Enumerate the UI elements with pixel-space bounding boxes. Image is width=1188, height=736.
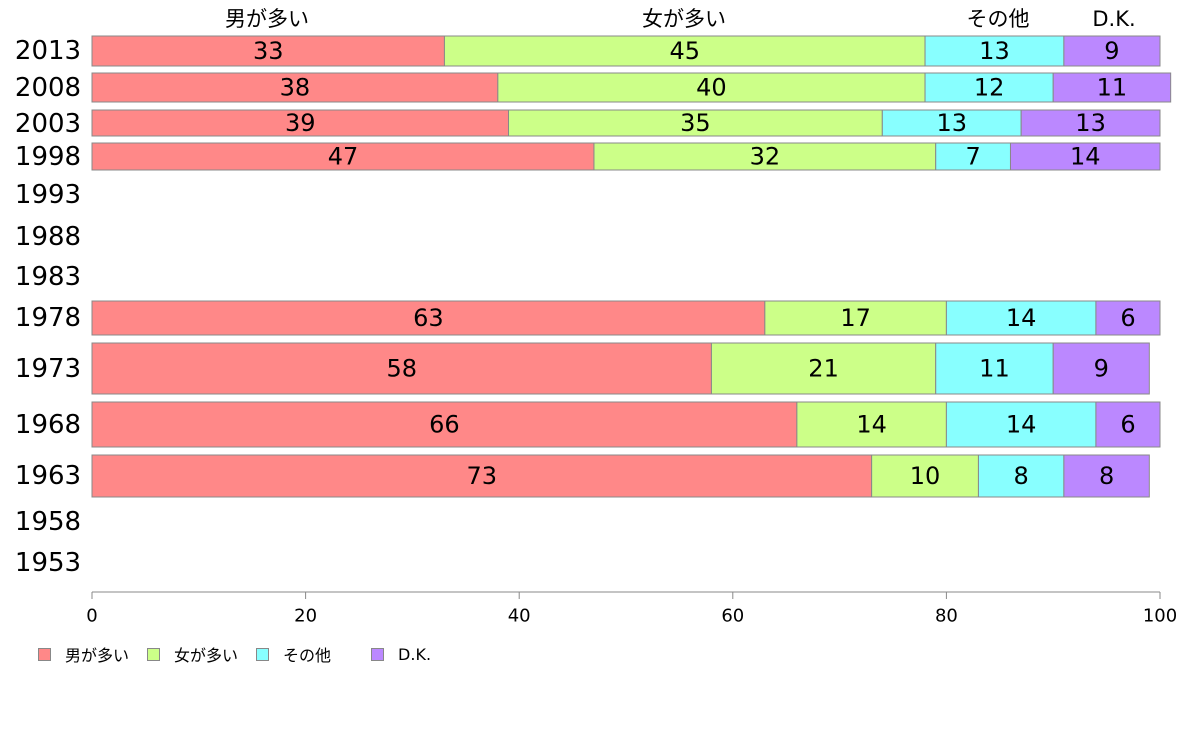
value-label-1973-dk: 9	[1094, 355, 1109, 383]
value-label-2013-dk: 9	[1104, 37, 1119, 65]
value-label-1963-women: 10	[910, 462, 941, 490]
value-label-2013-women: 45	[669, 37, 700, 65]
value-label-1973-men: 58	[386, 355, 417, 383]
year-label-1953: 1953	[15, 548, 81, 578]
year-label-1973: 1973	[15, 354, 81, 384]
value-label-2008-women: 40	[696, 74, 727, 102]
value-label-1998-women: 32	[750, 143, 781, 171]
value-label-1978-other: 14	[1006, 304, 1037, 332]
value-label-1998-other: 7	[965, 143, 980, 171]
bar-1998-men	[91, 142, 595, 171]
value-label-1968-men: 66	[429, 411, 460, 439]
legend-label-men: 男が多い	[65, 646, 130, 665]
bar-1978-other	[945, 300, 1097, 336]
bar-1973-dk	[1052, 342, 1150, 395]
bar-2013-men	[91, 35, 445, 67]
bar-1973-men	[91, 342, 712, 395]
bar-1978-women	[764, 300, 947, 336]
value-label-1978-women: 17	[840, 304, 871, 332]
x-tick-label-0: 0	[86, 606, 97, 627]
year-label-1998: 1998	[15, 142, 81, 172]
year-label-1983: 1983	[15, 262, 81, 292]
value-label-2013-men: 33	[253, 37, 284, 65]
year-label-1978: 1978	[15, 303, 81, 333]
top-label-women: 女が多い	[642, 7, 726, 31]
bar-1973-women	[710, 342, 937, 395]
legend-swatch-men	[38, 647, 51, 661]
legend-item-men: 男が多い	[38, 642, 129, 666]
legend-label-other: その他	[283, 646, 332, 665]
year-label-2003: 2003	[15, 109, 81, 139]
bar-1978-dk	[1095, 300, 1161, 336]
stacked-bar-chart: 男が多い 女が多い その他 D.K.2013200820031998199319881…	[15, 7, 1177, 627]
bar-2003-women	[508, 109, 883, 137]
bar-2013-other	[924, 35, 1065, 67]
value-label-1998-dk: 14	[1070, 143, 1101, 171]
year-label-2008: 2008	[15, 73, 81, 103]
value-label-2008-other: 12	[974, 74, 1005, 102]
year-label-2013: 2013	[15, 36, 81, 66]
top-label-other: その他	[967, 7, 1030, 31]
value-label-1973-other: 11	[979, 355, 1010, 383]
legend-swatch-women	[147, 647, 161, 661]
legend-label-women: 女が多い	[174, 646, 239, 665]
legend-swatch-dk	[371, 647, 385, 661]
top-label-dk: D.K.	[1092, 7, 1135, 31]
x-tick-label-60: 60	[721, 606, 744, 627]
x-tick-label-20: 20	[294, 606, 317, 627]
bar-1963-dk	[1063, 454, 1150, 498]
year-label-1958: 1958	[15, 507, 81, 537]
value-label-2003-men: 39	[285, 109, 316, 137]
value-label-1968-women: 14	[856, 411, 887, 439]
bar-2003-men	[91, 109, 510, 137]
bar-2008-women	[497, 72, 926, 103]
value-label-1978-dk: 6	[1120, 304, 1135, 332]
value-label-1998-men: 47	[328, 143, 359, 171]
value-label-2008-men: 38	[280, 74, 311, 102]
bar-1968-men	[91, 401, 798, 448]
value-label-2013-other: 13	[979, 37, 1010, 65]
top-label-men: 男が多い	[225, 7, 309, 31]
bar-1998-women	[593, 142, 937, 171]
value-label-2003-dk: 13	[1075, 109, 1106, 137]
bar-1978-men	[91, 300, 766, 336]
bar-2008-other	[924, 72, 1054, 103]
value-label-1968-other: 14	[1006, 411, 1037, 439]
value-label-1963-dk: 8	[1099, 462, 1114, 490]
bar-2013-dk	[1063, 35, 1161, 67]
bar-2013-women	[443, 35, 926, 67]
value-label-1963-other: 8	[1014, 462, 1029, 490]
bar-1968-dk	[1095, 401, 1161, 448]
bar-1963-other	[977, 454, 1065, 498]
bar-2008-men	[91, 72, 499, 103]
bar-1968-other	[945, 401, 1097, 448]
bar-1963-men	[91, 454, 873, 498]
bar-1973-other	[935, 342, 1054, 395]
value-label-2008-dk: 11	[1097, 74, 1128, 102]
value-label-1968-dk: 6	[1120, 411, 1135, 439]
year-label-1988: 1988	[15, 222, 81, 252]
legend-label-dk: D.K.	[398, 644, 432, 664]
bar-2008-dk	[1052, 72, 1172, 103]
x-tick-label-80: 80	[935, 606, 958, 627]
year-label-1968: 1968	[15, 410, 81, 440]
legend: 男が多い 女が多い その他 D.K.	[38, 642, 449, 666]
bar-1998-dk	[1009, 142, 1161, 171]
x-tick-label-100: 100	[1143, 606, 1177, 627]
legend-item-other: その他	[256, 642, 331, 666]
value-label-1973-women: 21	[808, 355, 839, 383]
value-label-1963-men: 73	[467, 462, 498, 490]
legend-item-dk: D.K.	[371, 645, 431, 664]
value-label-2003-other: 13	[936, 109, 967, 137]
value-label-2003-women: 35	[680, 109, 711, 137]
bar-2003-dk	[1020, 109, 1161, 137]
legend-item-women: 女が多い	[147, 642, 238, 666]
value-label-1978-men: 63	[413, 304, 444, 332]
x-tick-label-40: 40	[508, 606, 531, 627]
year-label-1963: 1963	[15, 461, 81, 491]
year-label-1993: 1993	[15, 180, 81, 210]
legend-swatch-other	[256, 647, 270, 661]
